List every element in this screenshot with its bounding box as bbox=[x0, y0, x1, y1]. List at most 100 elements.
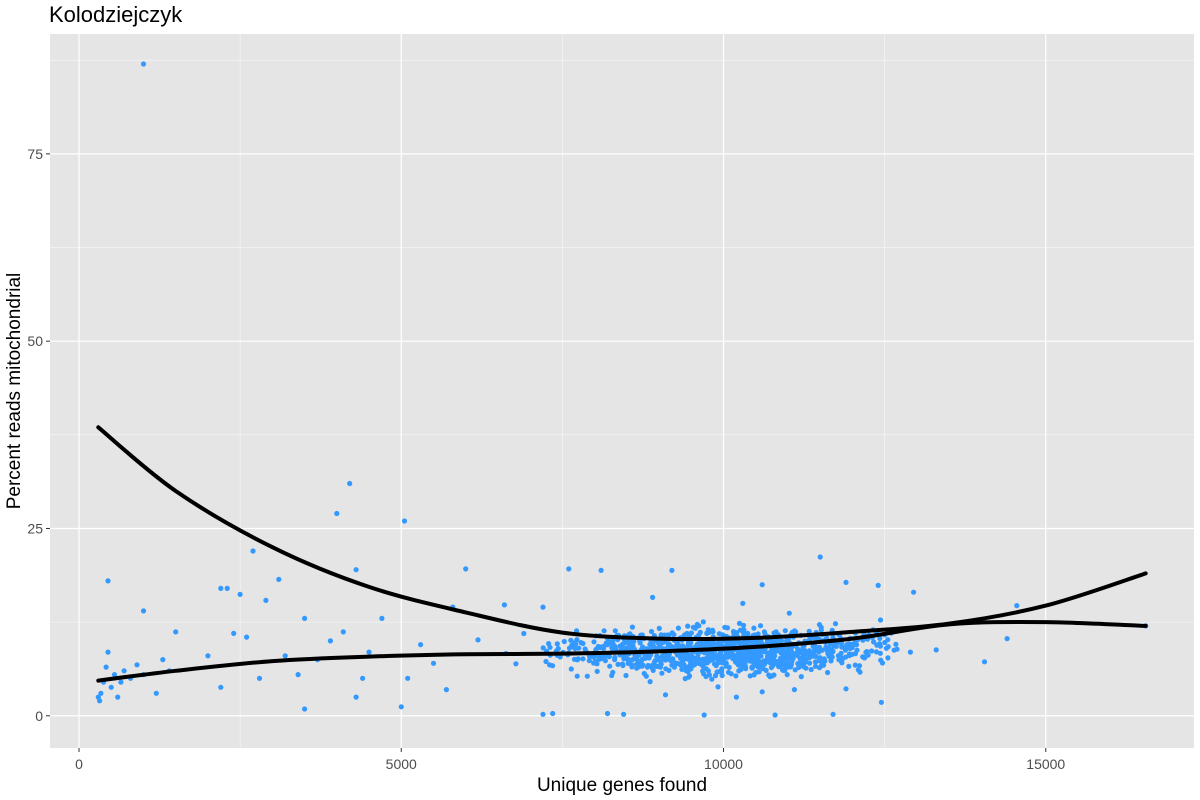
data-point bbox=[741, 656, 747, 662]
data-point bbox=[340, 629, 346, 635]
data-point bbox=[703, 666, 709, 672]
data-point bbox=[869, 648, 875, 654]
data-point bbox=[656, 625, 662, 632]
data-point bbox=[353, 567, 359, 573]
x-tick-label: 10000 bbox=[704, 756, 743, 772]
data-point bbox=[256, 675, 263, 681]
data-point bbox=[649, 665, 656, 671]
data-point bbox=[683, 655, 689, 661]
data-point bbox=[701, 712, 707, 718]
data-point bbox=[846, 641, 852, 647]
data-point bbox=[735, 662, 741, 668]
data-point bbox=[327, 638, 333, 644]
data-point bbox=[572, 646, 578, 652]
data-point bbox=[766, 656, 773, 662]
data-point bbox=[715, 684, 721, 690]
data-point bbox=[856, 663, 863, 669]
data-point bbox=[877, 650, 883, 656]
data-point bbox=[854, 647, 860, 653]
data-point bbox=[760, 666, 766, 672]
data-point bbox=[1004, 636, 1010, 642]
data-point bbox=[160, 657, 166, 663]
data-point bbox=[835, 653, 842, 659]
x-axis-label: Unique genes found bbox=[537, 775, 707, 796]
data-point bbox=[878, 699, 885, 705]
data-point bbox=[730, 655, 736, 662]
data-point bbox=[807, 660, 813, 666]
y-axis-label: Percent reads mitochondrial bbox=[4, 273, 25, 510]
data-point bbox=[852, 662, 858, 668]
data-point bbox=[569, 642, 575, 648]
data-point bbox=[578, 640, 584, 646]
data-point bbox=[97, 698, 103, 704]
data-point bbox=[789, 629, 795, 635]
data-point bbox=[302, 615, 308, 622]
data-point bbox=[105, 578, 111, 584]
data-point bbox=[597, 644, 603, 651]
chart-title: Kolodziejczyk bbox=[49, 2, 183, 27]
data-point bbox=[738, 648, 744, 655]
data-point bbox=[669, 567, 675, 574]
data-point bbox=[801, 664, 807, 670]
data-point bbox=[878, 657, 884, 663]
data-point bbox=[302, 706, 308, 712]
x-tick-label: 15000 bbox=[1026, 756, 1065, 772]
data-point bbox=[593, 646, 599, 653]
data-point bbox=[574, 657, 580, 663]
data-point bbox=[405, 675, 411, 681]
data-point bbox=[540, 645, 546, 651]
data-point bbox=[630, 657, 636, 663]
data-point bbox=[1014, 603, 1020, 609]
data-point bbox=[648, 628, 655, 635]
data-point bbox=[657, 664, 664, 670]
data-point bbox=[115, 694, 121, 700]
data-point bbox=[665, 643, 672, 649]
data-point bbox=[353, 694, 359, 700]
data-point bbox=[334, 510, 340, 517]
data-point bbox=[877, 617, 884, 623]
data-point bbox=[697, 629, 703, 636]
data-point bbox=[540, 604, 546, 610]
data-point bbox=[521, 630, 527, 637]
data-point bbox=[379, 615, 385, 622]
data-point bbox=[933, 647, 939, 653]
data-point bbox=[602, 658, 609, 664]
data-point bbox=[724, 640, 730, 646]
data-point bbox=[568, 637, 574, 643]
data-point bbox=[736, 639, 742, 646]
data-point bbox=[875, 582, 881, 589]
data-point bbox=[651, 660, 657, 666]
data-point bbox=[818, 627, 824, 633]
data-point bbox=[812, 663, 819, 669]
data-point bbox=[623, 672, 629, 679]
data-point bbox=[696, 660, 703, 667]
data-point bbox=[843, 686, 849, 692]
data-point bbox=[828, 658, 834, 664]
data-point bbox=[218, 585, 224, 592]
data-point bbox=[759, 689, 765, 695]
data-points bbox=[95, 61, 1149, 718]
data-point bbox=[780, 658, 786, 664]
data-point bbox=[568, 666, 574, 672]
data-point bbox=[830, 711, 836, 717]
data-point bbox=[636, 664, 642, 670]
data-point bbox=[885, 655, 891, 661]
data-point bbox=[111, 672, 118, 678]
data-point bbox=[855, 667, 861, 673]
data-point bbox=[98, 690, 104, 696]
data-point bbox=[418, 642, 424, 648]
data-point bbox=[679, 666, 685, 673]
axis-ticks: 0 5000 10000 15000 0 25 50 75 bbox=[27, 146, 1065, 772]
data-point bbox=[591, 639, 597, 645]
data-point bbox=[244, 634, 250, 640]
data-point bbox=[679, 651, 686, 657]
data-point bbox=[601, 628, 607, 634]
data-point bbox=[740, 600, 746, 607]
data-point bbox=[625, 656, 631, 662]
data-point bbox=[118, 679, 124, 685]
data-point bbox=[726, 664, 732, 671]
data-point bbox=[587, 653, 593, 660]
data-point bbox=[710, 629, 716, 635]
data-point bbox=[224, 585, 230, 592]
data-point bbox=[105, 649, 111, 655]
